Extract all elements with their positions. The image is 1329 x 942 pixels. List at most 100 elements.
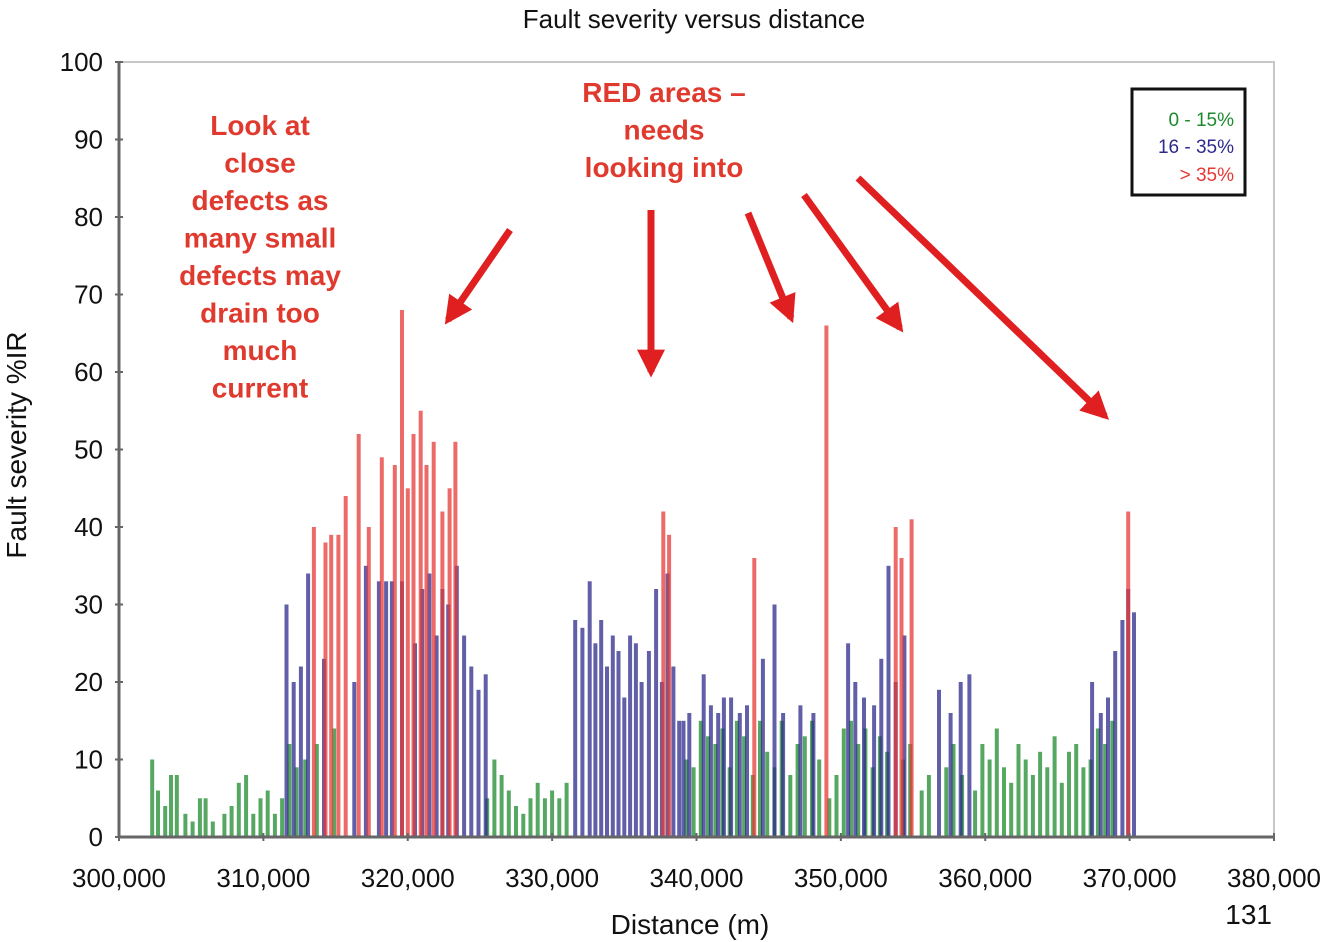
bar-series-0 bbox=[222, 813, 227, 838]
bar-series-0 bbox=[734, 720, 739, 838]
bar-series-2 bbox=[440, 511, 445, 837]
x-ticks: 300,000 310,000 320,000 330,000 340,000 350,0… bbox=[72, 833, 1321, 893]
bar-series-0 bbox=[987, 759, 992, 837]
bar-series-1 bbox=[701, 674, 706, 838]
y-tick-label: 60 bbox=[74, 357, 103, 387]
bar-series-1 bbox=[587, 581, 592, 838]
bar-series-1 bbox=[1113, 651, 1118, 837]
x-tick-label: 310,000 bbox=[216, 863, 310, 893]
bar-series-0 bbox=[834, 775, 839, 837]
bar-series-2 bbox=[405, 488, 410, 838]
bar-series-0 bbox=[1067, 751, 1071, 838]
bar-series-0 bbox=[1023, 759, 1028, 837]
bar-series-0 bbox=[1110, 720, 1115, 838]
arrow-right-2 bbox=[801, 192, 904, 333]
bar-series-0 bbox=[314, 744, 319, 837]
bar-series-0 bbox=[251, 813, 256, 838]
bar-series-1 bbox=[902, 635, 907, 837]
bar-series-1 bbox=[580, 627, 585, 838]
bar-series-0 bbox=[210, 821, 215, 837]
bar-series-0 bbox=[706, 736, 710, 838]
bar-series-0 bbox=[294, 767, 299, 838]
x-tick-label: 340,000 bbox=[650, 863, 744, 893]
bar-series-0 bbox=[817, 759, 822, 837]
legend-label-mid: 16 - 35% bbox=[1158, 137, 1234, 158]
bar-series-0 bbox=[691, 767, 696, 838]
bar-series-0 bbox=[492, 759, 497, 837]
bar-series-1 bbox=[671, 666, 676, 837]
bar-series-1 bbox=[1132, 612, 1136, 838]
bar-series-2 bbox=[453, 441, 458, 838]
bar-series-1 bbox=[687, 713, 692, 837]
plot-area bbox=[118, 61, 1275, 838]
bar-series-0 bbox=[156, 790, 160, 837]
bar-series-1 bbox=[729, 697, 734, 837]
bar-series-0 bbox=[169, 775, 173, 837]
bar-series-1 bbox=[599, 620, 604, 837]
bar-series-0 bbox=[272, 813, 277, 838]
bar-series-0 bbox=[1030, 775, 1035, 837]
bar-series-2 bbox=[824, 325, 829, 837]
bar-series-0 bbox=[197, 798, 202, 838]
bar-series-0 bbox=[190, 821, 195, 837]
bar-series-0 bbox=[802, 736, 807, 838]
x-tick-label: 330,000 bbox=[505, 863, 599, 893]
bar-series-1 bbox=[389, 581, 394, 838]
y-tick-label: 0 bbox=[89, 822, 103, 852]
bar-series-0 bbox=[765, 751, 770, 838]
bar-series-0 bbox=[535, 782, 540, 838]
bar-series-2 bbox=[1126, 511, 1131, 837]
bar-series-2 bbox=[379, 457, 384, 838]
bar-series-1 bbox=[306, 573, 311, 837]
bar-series-2 bbox=[323, 542, 328, 837]
bar-series-0 bbox=[265, 790, 270, 837]
bar-series-1 bbox=[654, 589, 659, 837]
bar-series-1 bbox=[781, 713, 786, 837]
y-ticks: 0 10 20 30 40 50 60 70 80 90 100 bbox=[60, 47, 123, 852]
bar-series-2 bbox=[356, 434, 361, 837]
bar-series-1 bbox=[708, 705, 713, 838]
bar-series-1 bbox=[628, 635, 633, 837]
bar-series-2 bbox=[899, 558, 904, 837]
page-number: 131 bbox=[1225, 899, 1272, 930]
x-tick-label: 360,000 bbox=[938, 863, 1032, 893]
y-tick-label: 100 bbox=[60, 47, 103, 77]
bar-series-1 bbox=[384, 581, 389, 838]
annotation-line: drain too bbox=[200, 298, 320, 329]
annotation-line: current bbox=[212, 373, 308, 404]
bar-series-1 bbox=[872, 705, 877, 838]
bar-series-2 bbox=[431, 441, 436, 838]
bar-series-0 bbox=[1081, 767, 1086, 838]
x-tick-label: 380,000 bbox=[1227, 863, 1321, 893]
bar-series-0 bbox=[236, 782, 241, 838]
bar-series-0 bbox=[287, 744, 292, 837]
bar-series-1 bbox=[291, 682, 296, 837]
bar-series-2 bbox=[336, 534, 341, 838]
y-tick-label: 50 bbox=[74, 435, 103, 465]
bar-series-0 bbox=[926, 775, 931, 837]
bar-series-0 bbox=[841, 728, 846, 837]
bar-series-1 bbox=[853, 682, 858, 837]
legend: 0 - 15% 16 - 35% > 35% bbox=[1130, 87, 1247, 197]
bar-series-1 bbox=[427, 573, 432, 837]
bar-series-0 bbox=[994, 728, 999, 837]
annotation-line: needs bbox=[624, 115, 705, 146]
y-axis-label: Fault severity %IR bbox=[1, 331, 32, 558]
bar-series-0 bbox=[203, 798, 208, 838]
bar-series-2 bbox=[424, 465, 429, 837]
y-tick-label: 10 bbox=[74, 745, 103, 775]
bar-series-1 bbox=[476, 689, 481, 838]
bar-series-0 bbox=[528, 798, 533, 838]
bar-series-0 bbox=[557, 798, 562, 838]
bar-series-1 bbox=[462, 635, 467, 837]
bar-series-0 bbox=[1074, 744, 1079, 837]
bar-series-0 bbox=[542, 798, 547, 838]
annotation-line: defects may bbox=[179, 260, 341, 291]
bar-series-0 bbox=[1038, 751, 1043, 838]
bar-series-1 bbox=[846, 643, 851, 838]
bar-series-1 bbox=[376, 581, 381, 838]
bar-series-2 bbox=[447, 488, 452, 838]
legend-box bbox=[1130, 87, 1247, 197]
bar-series-2 bbox=[343, 496, 348, 837]
bar-series-0 bbox=[698, 720, 703, 838]
